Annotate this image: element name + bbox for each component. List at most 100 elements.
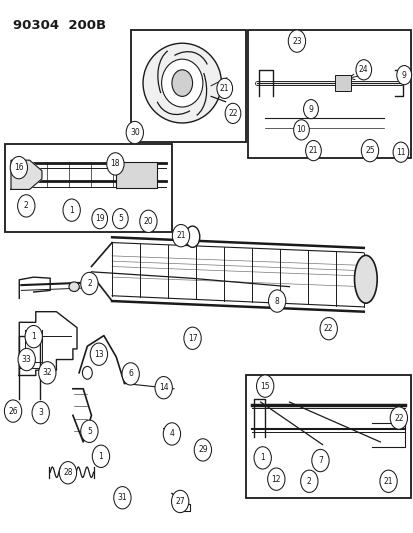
Circle shape [5, 400, 22, 422]
Bar [246, 375, 410, 498]
Text: 3: 3 [38, 408, 43, 417]
Text: 23: 23 [292, 37, 301, 46]
Text: 22: 22 [393, 414, 403, 423]
Circle shape [25, 326, 42, 348]
Text: 1: 1 [260, 454, 264, 463]
Text: 19: 19 [95, 214, 104, 223]
Circle shape [355, 60, 371, 80]
Text: 2: 2 [87, 279, 92, 288]
Circle shape [256, 375, 273, 397]
Circle shape [140, 210, 157, 232]
Text: 28: 28 [63, 469, 73, 477]
Text: 21: 21 [176, 231, 185, 240]
Text: 7: 7 [317, 456, 322, 465]
Circle shape [254, 447, 271, 469]
Circle shape [92, 445, 109, 467]
Ellipse shape [185, 226, 199, 247]
Circle shape [171, 70, 192, 96]
Circle shape [319, 318, 337, 340]
Text: 9: 9 [308, 104, 313, 114]
Circle shape [122, 363, 139, 385]
Circle shape [112, 208, 128, 229]
Text: 29: 29 [197, 446, 207, 455]
Circle shape [163, 423, 180, 445]
Circle shape [172, 224, 189, 247]
Circle shape [114, 487, 131, 509]
Circle shape [10, 157, 27, 179]
Circle shape [225, 103, 240, 124]
Text: 26: 26 [8, 407, 18, 416]
Text: 30: 30 [130, 128, 139, 137]
Circle shape [300, 470, 317, 492]
Text: 32: 32 [43, 368, 52, 377]
Circle shape [107, 153, 124, 175]
Circle shape [38, 362, 56, 384]
Text: 25: 25 [364, 146, 374, 155]
Circle shape [171, 490, 188, 513]
Text: 14: 14 [159, 383, 168, 392]
Circle shape [305, 141, 320, 161]
Text: 10: 10 [296, 125, 306, 134]
Text: 21: 21 [383, 477, 392, 486]
Circle shape [154, 376, 172, 399]
Bar [248, 30, 410, 158]
Text: 1: 1 [98, 452, 103, 461]
Text: 21: 21 [219, 84, 229, 93]
Circle shape [90, 343, 107, 366]
Text: 11: 11 [395, 148, 405, 157]
Text: 15: 15 [260, 382, 269, 391]
Bar [116, 163, 157, 188]
Circle shape [194, 439, 211, 461]
Circle shape [183, 327, 201, 350]
Text: 90304  200B: 90304 200B [13, 19, 106, 33]
Circle shape [81, 272, 98, 295]
Ellipse shape [69, 282, 79, 292]
Circle shape [389, 407, 406, 429]
Text: 22: 22 [228, 109, 237, 118]
Circle shape [303, 100, 318, 119]
Text: 1: 1 [31, 332, 36, 341]
Circle shape [268, 290, 285, 312]
Circle shape [18, 349, 35, 370]
Circle shape [396, 66, 411, 85]
Ellipse shape [143, 43, 221, 123]
Circle shape [126, 122, 143, 144]
Circle shape [117, 495, 123, 504]
Ellipse shape [354, 255, 376, 303]
Circle shape [63, 199, 80, 221]
Text: 5: 5 [87, 427, 92, 436]
Text: 9: 9 [401, 70, 406, 79]
Text: 6: 6 [128, 369, 133, 378]
Text: 22: 22 [323, 324, 332, 333]
Text: 18: 18 [110, 159, 120, 168]
Circle shape [82, 367, 92, 379]
Text: 5: 5 [118, 214, 123, 223]
Text: 4: 4 [169, 430, 174, 439]
Circle shape [81, 420, 98, 442]
Circle shape [293, 120, 309, 140]
Circle shape [32, 401, 49, 424]
Circle shape [92, 208, 107, 229]
Text: 8: 8 [274, 296, 279, 305]
Text: 1: 1 [69, 206, 74, 215]
Text: 17: 17 [187, 334, 197, 343]
Circle shape [311, 449, 328, 472]
Circle shape [287, 30, 305, 52]
Polygon shape [11, 160, 42, 189]
Text: 16: 16 [14, 163, 24, 172]
Circle shape [379, 470, 396, 492]
Circle shape [361, 140, 378, 162]
Text: 2: 2 [306, 477, 311, 486]
Text: 2: 2 [24, 201, 28, 211]
Text: 12: 12 [271, 475, 280, 483]
Text: 13: 13 [94, 350, 104, 359]
Bar [131, 30, 246, 142]
Circle shape [18, 195, 35, 217]
Circle shape [59, 462, 76, 484]
Circle shape [267, 468, 284, 490]
Text: 21: 21 [308, 146, 318, 155]
Text: 24: 24 [358, 66, 368, 74]
Circle shape [392, 142, 408, 163]
Bar [334, 75, 351, 91]
Ellipse shape [161, 59, 202, 107]
